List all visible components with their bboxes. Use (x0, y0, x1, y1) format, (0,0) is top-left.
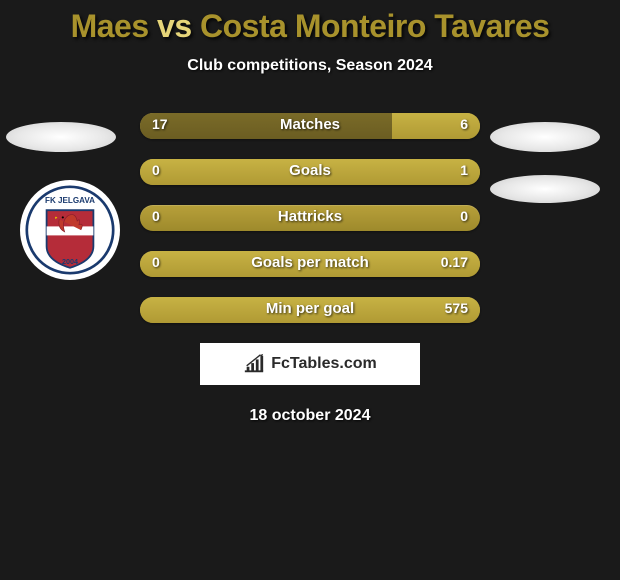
stat-value-right: 6 (460, 116, 468, 132)
player1-name: Maes (71, 8, 149, 44)
stat-value-right: 0.17 (441, 254, 468, 270)
vs-text: vs (157, 8, 200, 44)
stat-row: Matches17 6 (140, 113, 480, 139)
player1-club-logo: FK JELGAVA 2004 (20, 180, 120, 280)
stat-label: Matches (140, 116, 480, 133)
stat-value-right: 1 (460, 162, 468, 178)
stat-value-right: 575 (445, 300, 468, 316)
player2-avatar-placeholder (490, 122, 600, 152)
stat-row: Min per goal575 (140, 297, 480, 323)
club-crest-icon: FK JELGAVA 2004 (25, 185, 115, 275)
subtitle: Club competitions, Season 2024 (0, 57, 620, 75)
player2-club-placeholder (490, 175, 600, 203)
stat-value-left: 17 (152, 116, 168, 132)
stat-row: Hattricks0 0 (140, 205, 480, 231)
bar-chart-icon (243, 353, 265, 375)
stat-row: Goals0 1 (140, 159, 480, 185)
stat-value-left: 0 (152, 162, 160, 178)
stat-label: Min per goal (140, 300, 480, 317)
comparison-title: Maes vs Costa Monteiro Tavares (0, 0, 620, 45)
stat-row: Goals per match0 0.17 (140, 251, 480, 277)
svg-text:2004: 2004 (62, 257, 78, 266)
player2-name: Costa Monteiro Tavares (200, 8, 549, 44)
stat-label: Hattricks (140, 208, 480, 225)
stat-value-left: 0 (152, 208, 160, 224)
footer-date: 18 october 2024 (0, 407, 620, 425)
stat-label: Goals per match (140, 254, 480, 271)
stat-value-right: 0 (460, 208, 468, 224)
branding-badge: FcTables.com (200, 343, 420, 385)
branding-text: FcTables.com (271, 355, 377, 373)
svg-text:FK JELGAVA: FK JELGAVA (45, 196, 95, 205)
stat-value-left: 0 (152, 254, 160, 270)
stat-label: Goals (140, 162, 480, 179)
player1-avatar-placeholder (6, 122, 116, 152)
stats-bars: Matches176Goals01Hattricks00Goals per ma… (140, 113, 480, 323)
